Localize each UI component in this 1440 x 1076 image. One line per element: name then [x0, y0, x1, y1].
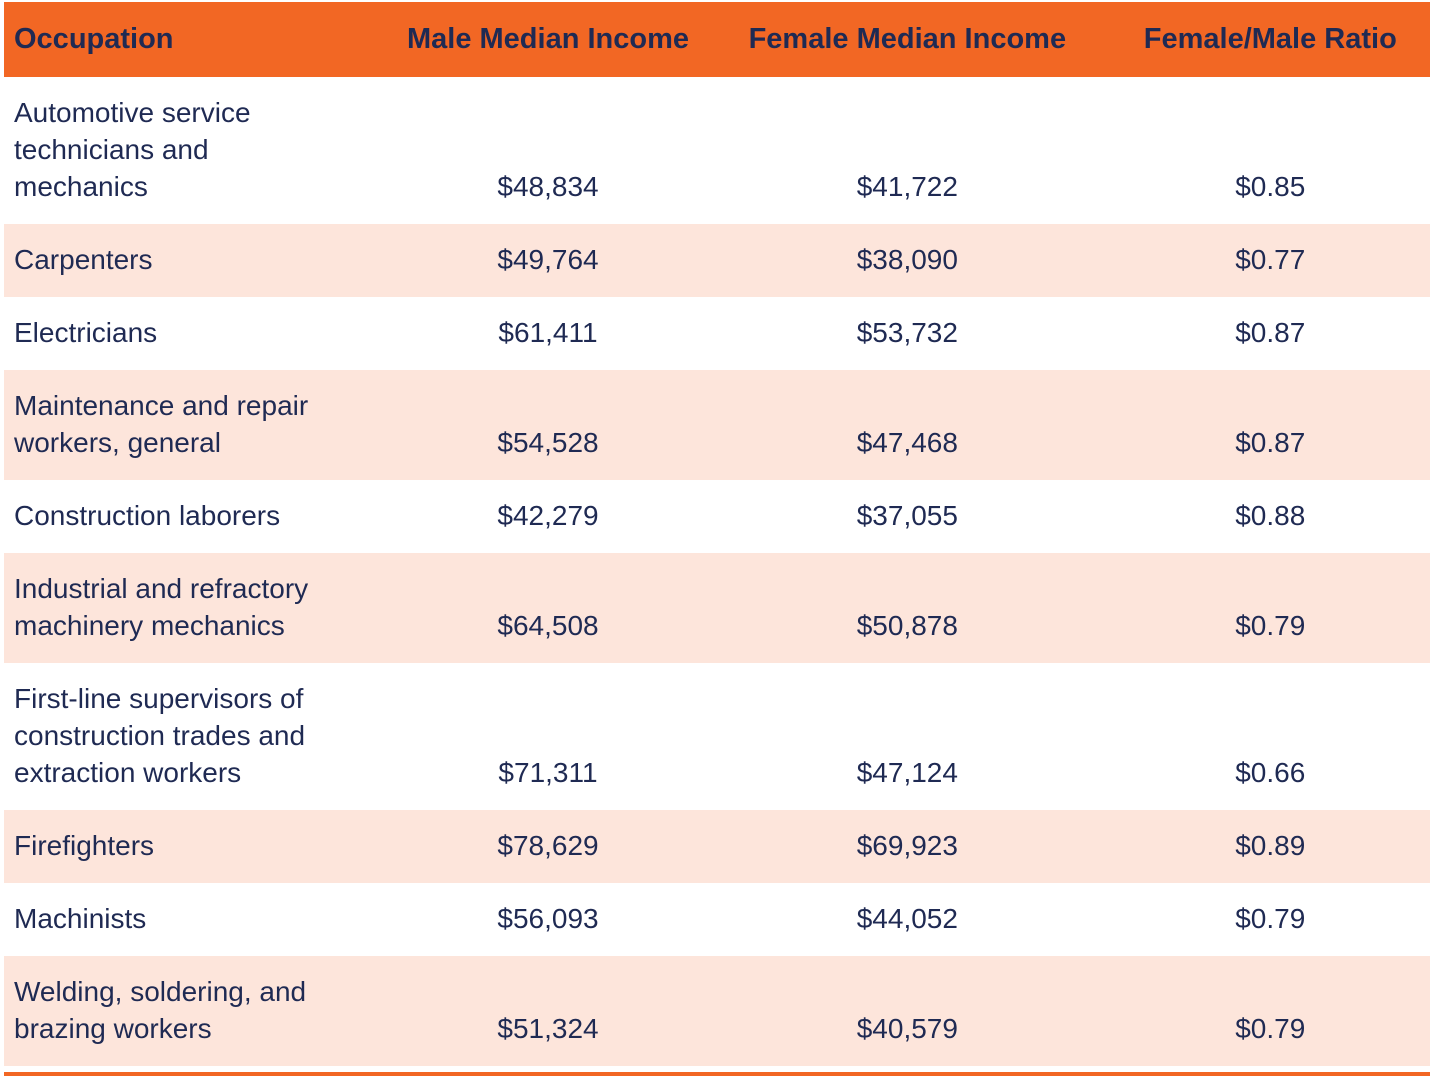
female-income-cell: $37,055 [856, 500, 958, 531]
male-income-cell: $78,629 [497, 830, 599, 861]
occupation-cell: Firefighters [14, 830, 155, 861]
table-row: Carpenters $49,764 $38,090 $0.77 [4, 224, 1430, 297]
ratio-cell: $0.79 [1235, 610, 1306, 641]
table-bottom-border [4, 1072, 1430, 1076]
table-row: Electricians $61,411 $53,732 $0.87 [4, 297, 1430, 370]
occupation-cell: First-line supervisors of construction t… [14, 683, 306, 788]
female-income-cell: $38,090 [856, 244, 958, 275]
header-female-male-ratio: Female/Male Ratio [1110, 2, 1430, 77]
male-income-cell: $49,764 [497, 244, 599, 275]
ratio-cell: $0.77 [1235, 244, 1306, 275]
male-income-cell: $64,508 [497, 610, 599, 641]
table-header-row: Occupation Male Median Income Female Med… [4, 2, 1430, 77]
male-income-cell: $48,834 [497, 171, 599, 202]
table-row: First-line supervisors of construction t… [4, 663, 1430, 810]
ratio-cell: $0.89 [1235, 830, 1306, 861]
table-row: Machinists $56,093 $44,052 $0.79 [4, 883, 1430, 956]
female-income-cell: $53,732 [856, 317, 958, 348]
ratio-cell: $0.66 [1235, 757, 1306, 788]
occupation-cell: Welding, soldering, and brazing workers [14, 976, 307, 1044]
male-income-cell: $51,324 [497, 1013, 599, 1044]
female-income-cell: $47,468 [856, 427, 958, 458]
ratio-cell: $0.88 [1235, 500, 1306, 531]
female-income-cell: $50,878 [856, 610, 958, 641]
female-income-cell: $40,579 [856, 1013, 958, 1044]
ratio-cell: $0.87 [1235, 427, 1306, 458]
ratio-cell: $0.79 [1235, 903, 1306, 934]
female-income-cell: $41,722 [856, 171, 958, 202]
table-header: Occupation Male Median Income Female Med… [4, 2, 1430, 77]
occupation-cell: Industrial and refractory machinery mech… [14, 573, 309, 641]
income-table-container: Occupation Male Median Income Female Med… [4, 2, 1430, 1076]
occupation-cell: Electricians [14, 317, 158, 348]
occupation-cell: Maintenance and repair workers, general [14, 390, 309, 458]
ratio-cell: $0.87 [1235, 317, 1306, 348]
occupation-cell: Carpenters [14, 244, 153, 275]
table-row: Automotive service technicians and mecha… [4, 77, 1430, 224]
female-income-cell: $44,052 [856, 903, 958, 934]
income-table: Occupation Male Median Income Female Med… [4, 2, 1430, 1066]
occupation-cell: Machinists [14, 903, 147, 934]
male-income-cell: $54,528 [497, 427, 599, 458]
male-income-cell: $61,411 [498, 317, 598, 348]
male-income-cell: $42,279 [497, 500, 599, 531]
female-income-cell: $47,124 [856, 757, 958, 788]
table-row: Welding, soldering, and brazing workers … [4, 956, 1430, 1066]
ratio-cell: $0.79 [1235, 1013, 1306, 1044]
header-occupation: Occupation [4, 2, 392, 77]
header-male-median-income: Male Median Income [391, 2, 705, 77]
table-row: Maintenance and repair workers, general … [4, 370, 1430, 480]
female-income-cell: $69,923 [856, 830, 958, 861]
male-income-cell: $56,093 [497, 903, 599, 934]
table-row: Construction laborers $42,279 $37,055 $0… [4, 480, 1430, 553]
table-row: Industrial and refractory machinery mech… [4, 553, 1430, 663]
header-female-median-income: Female Median Income [704, 2, 1111, 77]
male-income-cell: $71,311 [498, 757, 598, 788]
table-row: Firefighters $78,629 $69,923 $0.89 [4, 810, 1430, 883]
ratio-cell: $0.85 [1235, 171, 1306, 202]
table-body: Automotive service technicians and mecha… [4, 77, 1430, 1066]
occupation-cell: Automotive service technicians and mecha… [14, 97, 251, 202]
occupation-cell: Construction laborers [14, 500, 281, 531]
